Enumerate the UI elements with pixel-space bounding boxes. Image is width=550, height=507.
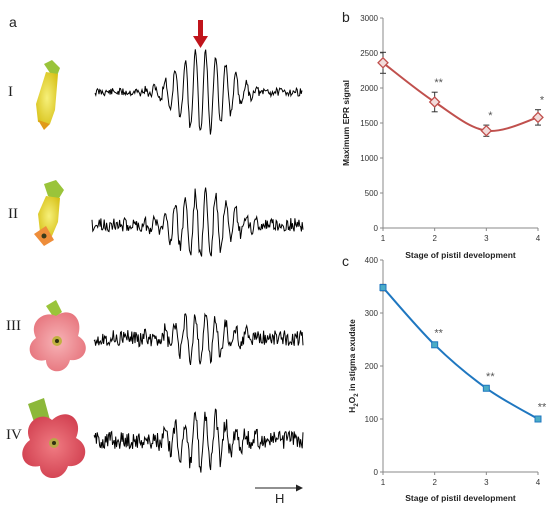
x-tick-label: 4 [536, 234, 541, 243]
panel-a-label: a [9, 14, 17, 30]
stage-label-3: III [6, 318, 21, 334]
y-tick-label: 300 [365, 309, 379, 318]
significance-marker: * [488, 110, 493, 122]
y-tick-label: 2500 [360, 49, 378, 58]
significance-marker: ** [434, 328, 443, 340]
data-point [482, 384, 490, 392]
series-line [382, 286, 539, 420]
x-tick-label: 2 [432, 234, 437, 243]
x-axis-label: Stage of pistil development [405, 250, 516, 260]
significance-marker: ** [434, 77, 443, 89]
flower-stage-3-image [29, 300, 86, 372]
stage-label-2: II [8, 206, 18, 222]
epr-trace-stage-3 [93, 312, 304, 366]
y-tick-label: 1000 [360, 154, 378, 163]
significance-marker: ** [486, 371, 495, 383]
y-tick-label: 2000 [360, 84, 378, 93]
significance-marker: * [540, 95, 545, 107]
panel-c-label: c [342, 253, 349, 269]
y-tick-label: 100 [365, 415, 379, 424]
significance-marker: ** [538, 401, 547, 413]
data-point [431, 341, 439, 349]
x-tick-label: 1 [381, 478, 386, 487]
data-point [428, 96, 441, 108]
x-tick-label: 1 [381, 234, 386, 243]
y-tick-label: 500 [365, 189, 379, 198]
stage-label-4: IV [6, 427, 22, 443]
peak-marker-arrow-icon [193, 20, 208, 48]
chart-c: c 0 100 200 300 400 1 2 3 4 Stage of pistil develo… [342, 253, 547, 503]
y-axis-label-subscript: 2 [354, 393, 360, 397]
x-tick-label: 3 [484, 478, 489, 487]
flower-stage-2-image [34, 180, 64, 246]
y-axis-label: Maximum EPR signal [341, 80, 351, 166]
y-axis-label-part: O [347, 396, 357, 403]
epr-trace-stage-4 [93, 408, 304, 473]
stage-label-1: I [8, 84, 13, 100]
x-axis-label: Stage of pistil development [405, 493, 516, 503]
panel-b-label: b [342, 9, 350, 25]
x-tick-label: 4 [536, 478, 541, 487]
data-point [532, 111, 544, 124]
data-point [377, 56, 389, 69]
y-tick-label: 200 [365, 362, 379, 371]
y-tick-label: 3000 [360, 14, 378, 23]
y-axis-label-part: H [347, 407, 357, 413]
y-tick-label: 0 [374, 468, 379, 477]
y-axis-label: H2O2 in stigma exudate [347, 319, 360, 413]
data-point [480, 124, 493, 137]
y-tick-label: 0 [374, 224, 379, 233]
field-direction-arrow-icon [255, 484, 303, 492]
data-point [379, 284, 387, 292]
y-tick-label: 1500 [360, 119, 378, 128]
epr-trace-stage-1 [94, 49, 303, 135]
epr-trace-stage-2 [91, 187, 304, 257]
field-label: H [275, 491, 284, 506]
y-axis-label-part: in stigma exudate [347, 319, 357, 393]
flower-stage-4-image [22, 398, 86, 479]
data-point [534, 415, 542, 423]
y-axis-label-subscript: 2 [354, 403, 360, 407]
flower-stage-1-image [36, 60, 60, 130]
series-line [382, 62, 539, 132]
chart-b: b 0 500 1000 1500 2000 2500 3000 1 2 3 4 Stage of pi… [341, 9, 545, 260]
x-tick-label: 2 [432, 478, 437, 487]
y-tick-label: 400 [365, 256, 379, 265]
x-tick-label: 3 [484, 234, 489, 243]
